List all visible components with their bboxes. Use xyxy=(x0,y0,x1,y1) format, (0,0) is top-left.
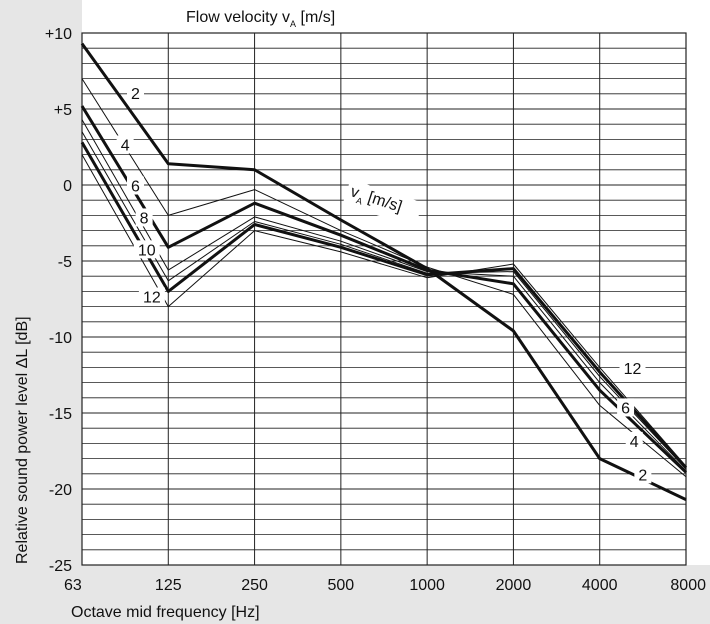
series-line-unlabeled-6 xyxy=(81,154,687,467)
x-tick-label: 2000 xyxy=(496,577,532,594)
series-line-8 xyxy=(81,119,687,472)
title-unit: [m/s] xyxy=(296,9,335,26)
series-line-10 xyxy=(81,131,687,470)
chart-title: Flow velocity vA [m/s] xyxy=(186,9,335,29)
curve-label: 8 xyxy=(140,210,149,227)
y-tick-label: -15 xyxy=(49,406,72,423)
curve-label: 12 xyxy=(624,361,642,378)
curve-label: 10 xyxy=(138,242,156,259)
x-tick-label: 250 xyxy=(241,577,268,594)
x-tick-label: 500 xyxy=(328,577,355,594)
y-axis-title: Relative sound power level ΔL [dB] xyxy=(14,316,31,564)
y-tick-label: -5 xyxy=(58,254,72,271)
y-tick-label: -25 xyxy=(49,558,72,575)
tick-labels: +10 +5 0 -5 -10 -15 -20 -25 63 125 250 500 1000 2000 4… xyxy=(45,26,706,594)
y-tick-label: -10 xyxy=(49,330,72,347)
series-line-12 xyxy=(80,141,688,469)
series-line-4 xyxy=(81,78,687,478)
curve-label-background xyxy=(116,135,134,154)
curve-label-background xyxy=(617,398,635,417)
curve-label-background xyxy=(625,431,643,450)
x-tick-label: 63 xyxy=(64,577,82,594)
curve-label: 6 xyxy=(131,179,140,196)
curve-label: 6 xyxy=(621,400,630,417)
inline-label-background xyxy=(342,179,423,228)
y-tick-label: +10 xyxy=(45,26,72,43)
left-gutter-background xyxy=(0,0,82,624)
curve-label-background xyxy=(135,208,153,227)
curve-label-background xyxy=(619,358,646,377)
curve-label-background xyxy=(126,83,144,102)
curve-label-background xyxy=(126,176,144,195)
curve-label: 4 xyxy=(630,434,639,451)
series-line-2 xyxy=(80,42,687,501)
plot-frame xyxy=(81,32,687,566)
title-main: Flow velocity v xyxy=(186,9,290,26)
curve-label: 2 xyxy=(131,86,140,103)
curve-label: 2 xyxy=(638,467,647,484)
curve-label-background xyxy=(634,465,652,484)
plot-area xyxy=(82,33,686,565)
y-tick-label: -20 xyxy=(49,482,72,499)
curve-label-background xyxy=(133,240,160,259)
curve-label: 4 xyxy=(121,137,130,154)
series-line-6 xyxy=(80,105,688,474)
bottom-gutter-background xyxy=(0,565,710,624)
title-subscript: A xyxy=(290,19,296,29)
y-tick-label: 0 xyxy=(63,178,72,195)
x-tick-label: 125 xyxy=(155,577,182,594)
curve-label-background xyxy=(138,287,165,306)
curve-label: 12 xyxy=(143,289,161,306)
series-lines xyxy=(80,42,688,501)
x-tick-label: 1000 xyxy=(409,577,445,594)
x-tick-label: 4000 xyxy=(582,577,618,594)
x-axis-title: Octave mid frequency [Hz] xyxy=(71,604,260,621)
y-tick-label: +5 xyxy=(54,102,72,119)
x-tick-label: 8000 xyxy=(670,577,706,594)
